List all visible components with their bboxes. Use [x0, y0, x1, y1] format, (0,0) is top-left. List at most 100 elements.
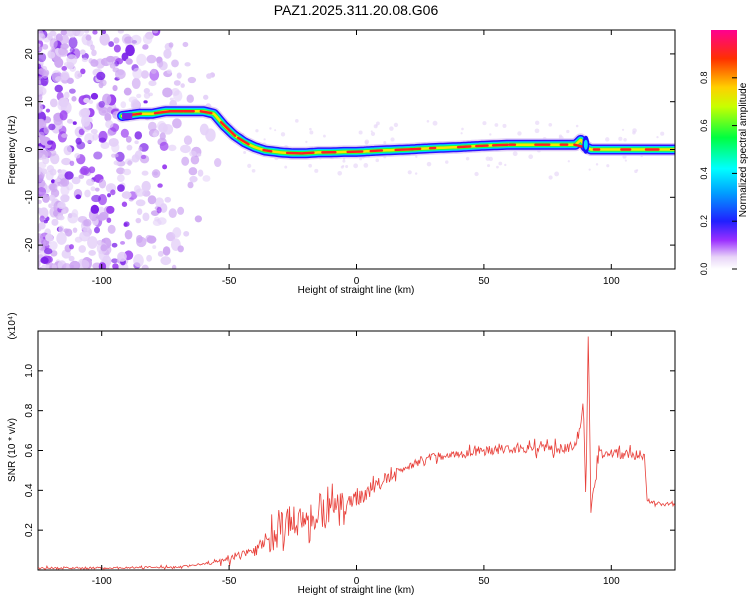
noise-speckle	[152, 245, 156, 249]
noise-speckle	[189, 151, 196, 157]
noise-speckle	[137, 208, 142, 215]
noise-speckle	[203, 95, 208, 100]
noise-speckle	[269, 127, 271, 129]
noise-speckle	[57, 101, 67, 111]
y-tick-label: 10	[24, 96, 35, 108]
noise-speckle	[131, 35, 142, 45]
noise-speckle	[132, 78, 141, 89]
noise-speckle	[41, 264, 48, 272]
noise-speckle	[49, 31, 56, 37]
noise-speckle	[50, 241, 58, 250]
noise-speckle	[305, 141, 307, 143]
ridge-peak-segment	[371, 150, 382, 151]
noise-speckle	[78, 245, 86, 253]
noise-speckle	[90, 45, 95, 51]
noise-speckle	[146, 255, 152, 262]
noise-speckle	[91, 93, 98, 100]
noise-speckle	[144, 88, 150, 94]
bottom-y-ticks: 0.20.40.60.81.0	[24, 363, 675, 537]
noise-speckle	[76, 138, 82, 145]
noise-speckle	[71, 96, 76, 102]
noise-speckle	[143, 34, 153, 45]
y-tick-label: 1.0	[24, 363, 35, 377]
noise-speckle	[64, 171, 73, 179]
noise-speckle	[143, 100, 147, 103]
noise-speckle	[47, 149, 57, 156]
noise-speckle	[107, 130, 114, 136]
noise-speckle	[107, 193, 111, 197]
noise-speckle	[47, 140, 53, 145]
y-tick-label: -10	[24, 190, 35, 205]
noise-speckle	[100, 79, 107, 86]
noise-speckle	[99, 179, 106, 188]
noise-speckle	[84, 190, 90, 198]
noise-speckle	[486, 156, 490, 160]
noise-speckle	[105, 120, 113, 128]
noise-speckle	[323, 135, 326, 138]
noise-speckle	[632, 131, 636, 135]
noise-speckle	[502, 124, 506, 128]
noise-speckle	[200, 124, 209, 136]
noise-speckle	[95, 188, 100, 192]
noise-speckle	[81, 115, 90, 127]
noise-speckle	[169, 208, 177, 218]
noise-speckle	[359, 131, 363, 135]
noise-speckle	[122, 202, 127, 207]
noise-speckle	[102, 30, 106, 34]
noise-speckle	[145, 235, 152, 243]
noise-speckle	[38, 132, 44, 137]
noise-speckle	[70, 161, 75, 166]
noise-speckle	[47, 165, 54, 172]
noise-speckle	[132, 68, 142, 79]
noise-speckle	[120, 101, 126, 108]
y-tick-label: -20	[24, 237, 35, 252]
noise-speckle	[100, 244, 107, 251]
noise-speckle	[171, 60, 179, 68]
noise-speckle	[183, 231, 189, 237]
noise-speckle	[70, 48, 75, 53]
noise-speckle	[188, 77, 196, 83]
noise-speckle	[168, 145, 176, 151]
noise-speckle	[174, 80, 181, 86]
noise-speckle	[67, 119, 73, 124]
noise-speckle	[115, 69, 126, 79]
noise-speckle	[415, 172, 417, 174]
noise-speckle	[38, 68, 46, 75]
noise-speckle	[177, 72, 182, 78]
noise-speckle	[415, 155, 417, 157]
y-tick-label: 20	[24, 48, 35, 60]
noise-speckle	[75, 194, 81, 199]
noise-speckle	[136, 54, 146, 66]
noise-speckle	[111, 142, 119, 153]
x-tick-label: 100	[603, 276, 620, 287]
noise-speckle	[489, 133, 491, 135]
ridge-peak-segment	[476, 146, 487, 147]
noise-speckle	[61, 209, 66, 214]
noise-speckle	[157, 60, 164, 68]
noise-speckle	[596, 163, 598, 165]
noise-speckle	[114, 45, 121, 53]
noise-speckle	[623, 138, 627, 142]
noise-speckle	[389, 126, 393, 130]
noise-speckle	[345, 165, 348, 168]
ridge-peak-segment	[411, 149, 421, 150]
noise-speckle	[136, 94, 141, 98]
noise-speckle	[125, 45, 135, 56]
noise-speckle	[60, 110, 68, 120]
noise-speckle	[172, 227, 181, 238]
noise-speckle	[44, 248, 52, 254]
y-tick-label: 0.4	[24, 483, 35, 497]
noise-speckle	[80, 68, 85, 74]
noise-speckle	[42, 44, 48, 50]
noise-speckle	[252, 169, 256, 173]
noise-speckle	[91, 49, 97, 56]
noise-speckle	[142, 213, 149, 222]
noise-speckle	[157, 217, 166, 225]
noise-speckle	[371, 132, 375, 136]
noise-speckle	[58, 37, 63, 41]
noise-speckle	[40, 257, 48, 264]
noise-speckle	[73, 227, 78, 232]
noise-speckle	[206, 73, 212, 79]
noise-speckle	[79, 260, 90, 270]
